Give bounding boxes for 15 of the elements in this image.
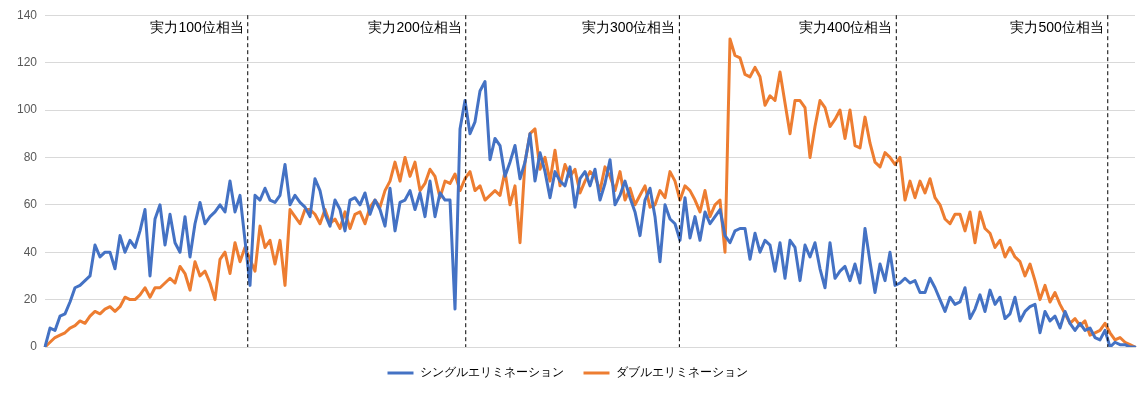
y-tick-label: 60 (23, 197, 38, 212)
text: 実力500位相当 (1010, 19, 1104, 36)
y-tick-label: 100 (16, 102, 38, 117)
text: 実力100位相当 (150, 19, 244, 36)
text: 実力400位相当 (798, 19, 893, 36)
y-tick-label: 40 (23, 244, 38, 259)
y-tick-label: 80 (23, 149, 38, 164)
text: 実力200位相当 (368, 19, 462, 36)
y-tick-label: 120 (16, 54, 38, 69)
y-tick-label: 0 (30, 339, 38, 354)
text: 実力300位相当 (582, 19, 676, 36)
legend-label: シングルエリミネーション (419, 365, 564, 380)
y-tick-label: 140 (16, 7, 38, 22)
legend-label: ダブルエリミネーション (615, 365, 748, 380)
y-tick-label: 20 (23, 291, 38, 306)
